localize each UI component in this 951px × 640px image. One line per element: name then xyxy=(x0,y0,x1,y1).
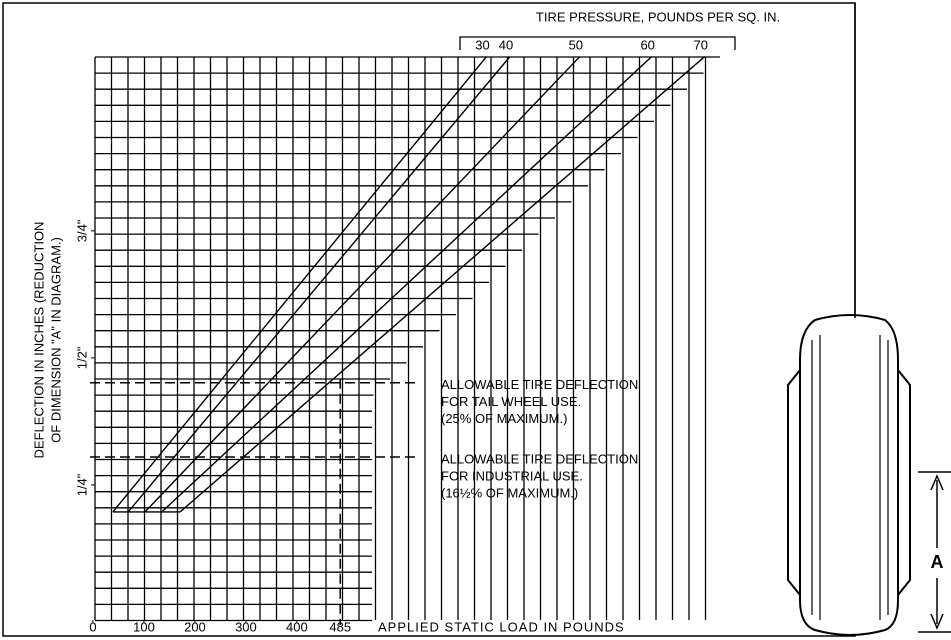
reference-label: ALLOWABLE TIRE DEFLECTION xyxy=(441,451,638,466)
frame xyxy=(2,2,856,637)
reference-label: (25% OF MAXIMUM.) xyxy=(441,411,567,426)
reference-label: (16½% OF MAXIMUM.) xyxy=(441,485,578,500)
legend-entry: 60 xyxy=(640,37,654,52)
pressure-line xyxy=(127,56,511,513)
legend-title: TIRE PRESSURE, POUNDS PER SQ. IN. xyxy=(536,9,780,24)
tire-diagram xyxy=(787,3,951,636)
dimension-label: A xyxy=(931,552,944,572)
pressure-line xyxy=(144,56,581,513)
x-tick-label: 400 xyxy=(286,619,308,634)
y-tick-label: 1/4" xyxy=(74,473,89,496)
y-tick-label: 3/4" xyxy=(74,219,89,242)
reference-label: FOR TAIL WHEEL USE. xyxy=(441,394,581,409)
x-tick-label: 100 xyxy=(133,619,155,634)
legend-entry: 50 xyxy=(569,37,583,52)
x-tick-label: 200 xyxy=(184,619,206,634)
legend-entry: 70 xyxy=(693,37,707,52)
legend-entry: 30 xyxy=(475,37,489,52)
x-tick-label: 485 xyxy=(329,619,351,634)
pressure-line xyxy=(112,56,488,513)
legend-bracket xyxy=(459,36,736,50)
reference-label: FOR INDUSTRIAL USE. xyxy=(441,468,583,483)
x-tick-label: 300 xyxy=(235,619,257,634)
y-tick-label: 1/2" xyxy=(74,346,89,369)
pressure-line xyxy=(161,56,653,513)
y-axis-label: DEFLECTION IN INCHES (REDUCTION xyxy=(31,222,46,459)
legend-entry: 40 xyxy=(499,37,513,52)
y-axis-label: OF DIMENSION "A" IN DIAGRAM.) xyxy=(48,237,63,443)
reference-label: ALLOWABLE TIRE DEFLECTION xyxy=(441,377,638,392)
x-tick-label: 0 xyxy=(89,619,96,634)
x-axis-label: APPLIED STATIC LOAD IN POUNDS xyxy=(378,619,625,634)
pressure-line xyxy=(179,56,706,513)
